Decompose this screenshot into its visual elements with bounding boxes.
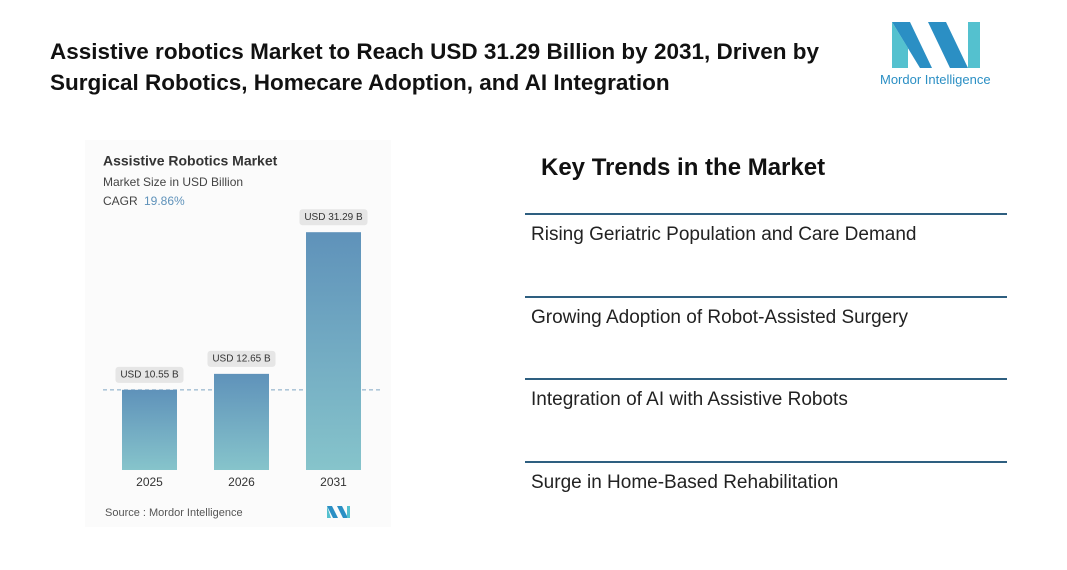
bar: [306, 232, 361, 470]
value-label: USD 31.29 B: [304, 212, 363, 223]
chart-subtitle: Market Size in USD Billion: [103, 175, 243, 189]
trend-item: Integration of AI with Assistive Robots: [525, 378, 1007, 411]
value-label-box: [115, 366, 184, 383]
logo-text: Mordor Intelligence: [880, 72, 991, 87]
trend-text: Rising Geriatric Population and Care Dem…: [531, 224, 917, 245]
x-tick-label: 2025: [136, 475, 163, 489]
bar: [214, 373, 269, 470]
trend-item: Surge in Home-Based Rehabilitation: [525, 460, 1007, 494]
cagr-value: 19.86%: [144, 194, 185, 208]
trends-title: Key Trends in the Market: [541, 154, 826, 181]
cagr-label: CAGR: [103, 194, 138, 208]
trend-item: Growing Adoption of Robot-Assisted Surge…: [525, 295, 1007, 329]
value-label-box: [299, 209, 368, 226]
value-label-box: [207, 350, 276, 367]
trend-text: Integration of AI with Assistive Robots: [531, 389, 848, 410]
value-label: USD 10.55 B: [120, 369, 179, 380]
source-logo: [327, 506, 350, 518]
chart: Assistive Robotics Market Market Size in…: [85, 140, 391, 527]
trend-item: Rising Geriatric Population and Care Dem…: [525, 213, 1007, 246]
value-label: USD 12.65 B: [212, 354, 271, 365]
page-title: Assistive robotics Market to Reach USD 3…: [50, 39, 820, 95]
x-tick-label: 2026: [228, 475, 255, 489]
bar: [122, 389, 177, 470]
x-tick-label: 2031: [320, 475, 347, 489]
trend-text: Growing Adoption of Robot-Assisted Surge…: [531, 306, 909, 328]
source: Source : Mordor Intelligence: [105, 507, 243, 519]
chart-title: Assistive Robotics Market: [103, 153, 278, 169]
logo: [892, 22, 980, 68]
trend-text: Surge in Home-Based Rehabilitation: [531, 471, 839, 493]
